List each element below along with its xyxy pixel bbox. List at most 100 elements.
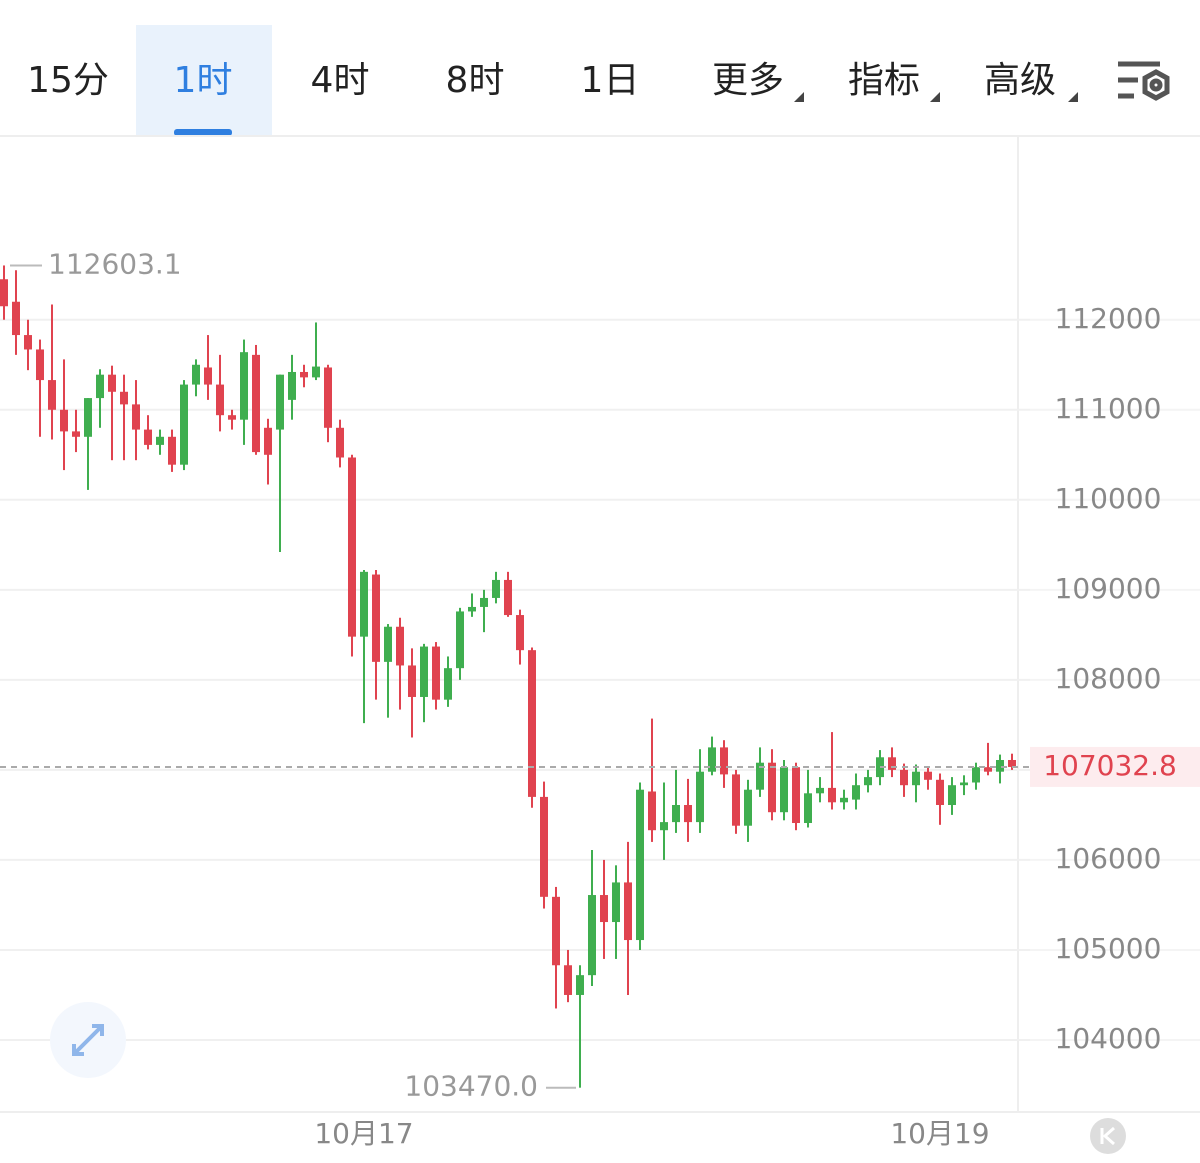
candle-body — [312, 366, 320, 378]
candle-body — [372, 574, 380, 662]
candle-body — [864, 777, 872, 786]
y-tick-label: 110000 — [1055, 482, 1162, 515]
candle-body — [780, 767, 788, 813]
candle-body — [852, 785, 860, 800]
candle-body — [828, 787, 836, 803]
tab[interactable]: 高级 — [984, 60, 1056, 101]
candle-body — [540, 796, 548, 897]
last-price-tag — [1030, 746, 1200, 787]
candle-body — [168, 436, 176, 465]
candle-body — [156, 436, 164, 445]
candle-body — [696, 771, 704, 823]
candle-body — [396, 626, 404, 666]
candle-body — [708, 747, 716, 772]
y-tick-label: 108000 — [1055, 662, 1162, 695]
candle-body — [960, 782, 968, 786]
tab[interactable]: 更多 — [712, 60, 784, 101]
x-tick-label: 10月17 — [314, 1117, 413, 1150]
candle-body — [576, 975, 584, 995]
max-marker-label: 112603.1 — [48, 247, 182, 280]
candle-body — [408, 665, 416, 697]
plot: 1040001050001060001070001080001090001100… — [0, 247, 1200, 1150]
candle-body — [108, 374, 116, 392]
candle-body — [672, 805, 680, 823]
y-tick-label: 104000 — [1055, 1022, 1162, 1055]
tab[interactable]: 8时 — [446, 60, 505, 101]
candle-body — [768, 762, 776, 813]
candle-body — [336, 427, 344, 458]
candle-body — [204, 367, 212, 385]
candle-body — [912, 771, 920, 786]
candle-body — [792, 767, 800, 824]
candle-body — [840, 797, 848, 803]
candle-body — [552, 896, 560, 966]
candle-body — [360, 571, 368, 637]
candle-body — [384, 626, 392, 662]
candle-body — [144, 429, 152, 445]
settings-button[interactable] — [1118, 61, 1170, 101]
y-tick-label: 106000 — [1055, 842, 1162, 875]
candle-body — [528, 650, 536, 797]
candle-body — [636, 789, 644, 941]
candle-body — [456, 611, 464, 669]
candle-body — [936, 779, 944, 806]
candle-body — [240, 352, 248, 420]
x-tick-label: 10月19 — [890, 1117, 989, 1150]
tab[interactable]: 指标 — [848, 60, 920, 101]
tab[interactable]: 1时 — [174, 60, 233, 101]
candle-body — [756, 762, 764, 790]
y-tick-label: 105000 — [1055, 932, 1162, 965]
candle-body — [732, 774, 740, 826]
candle-body — [0, 279, 8, 307]
active-tab-bg — [136, 25, 272, 136]
candle-body — [612, 882, 620, 923]
candle-body — [972, 767, 980, 783]
candle-body — [228, 415, 236, 420]
candle-body — [480, 597, 488, 607]
tab[interactable]: 4时 — [311, 60, 370, 101]
candle-body — [252, 354, 260, 453]
candle-body — [300, 371, 308, 378]
y-tick-label: 112000 — [1055, 302, 1162, 335]
candle-body — [600, 895, 608, 923]
candle-body — [276, 374, 284, 430]
candle-body — [36, 349, 44, 381]
y-tick-label: 109000 — [1055, 572, 1162, 605]
candle-body — [924, 771, 932, 780]
candle-body — [816, 787, 824, 794]
candle-body — [660, 822, 668, 831]
candle-body — [420, 646, 428, 697]
candle-body — [900, 769, 908, 786]
scroll-to-latest-button[interactable] — [1090, 1118, 1126, 1154]
candle-body — [60, 409, 68, 432]
tab[interactable]: 15分 — [27, 60, 109, 101]
candle-body — [720, 747, 728, 775]
candle-body — [264, 427, 272, 455]
candle-body — [804, 793, 812, 824]
candle-body — [624, 882, 632, 941]
candle-body — [192, 364, 200, 385]
candle-body — [288, 371, 296, 400]
y-tick-label: 111000 — [1055, 392, 1162, 425]
candle-body — [348, 457, 356, 637]
candle-body — [684, 805, 692, 823]
tab[interactable]: 1日 — [581, 60, 640, 101]
candle-body — [12, 301, 20, 336]
expand-button[interactable] — [50, 1002, 126, 1078]
candle-body — [120, 391, 128, 405]
candle-body — [984, 767, 992, 772]
candle-body — [96, 374, 104, 399]
tab-bar: 15分 1时 4时 8时 1日 更多 指标 高级 — [0, 25, 1200, 137]
candle-body — [216, 384, 224, 416]
candle-body — [24, 335, 32, 350]
candle-body — [324, 367, 332, 428]
candle-body — [588, 895, 596, 976]
candle-body — [648, 791, 656, 831]
dropdown-icon — [930, 92, 940, 102]
candle-body — [996, 759, 1004, 772]
candle-body — [564, 965, 572, 995]
min-marker-label: 103470.0 — [404, 1070, 538, 1103]
